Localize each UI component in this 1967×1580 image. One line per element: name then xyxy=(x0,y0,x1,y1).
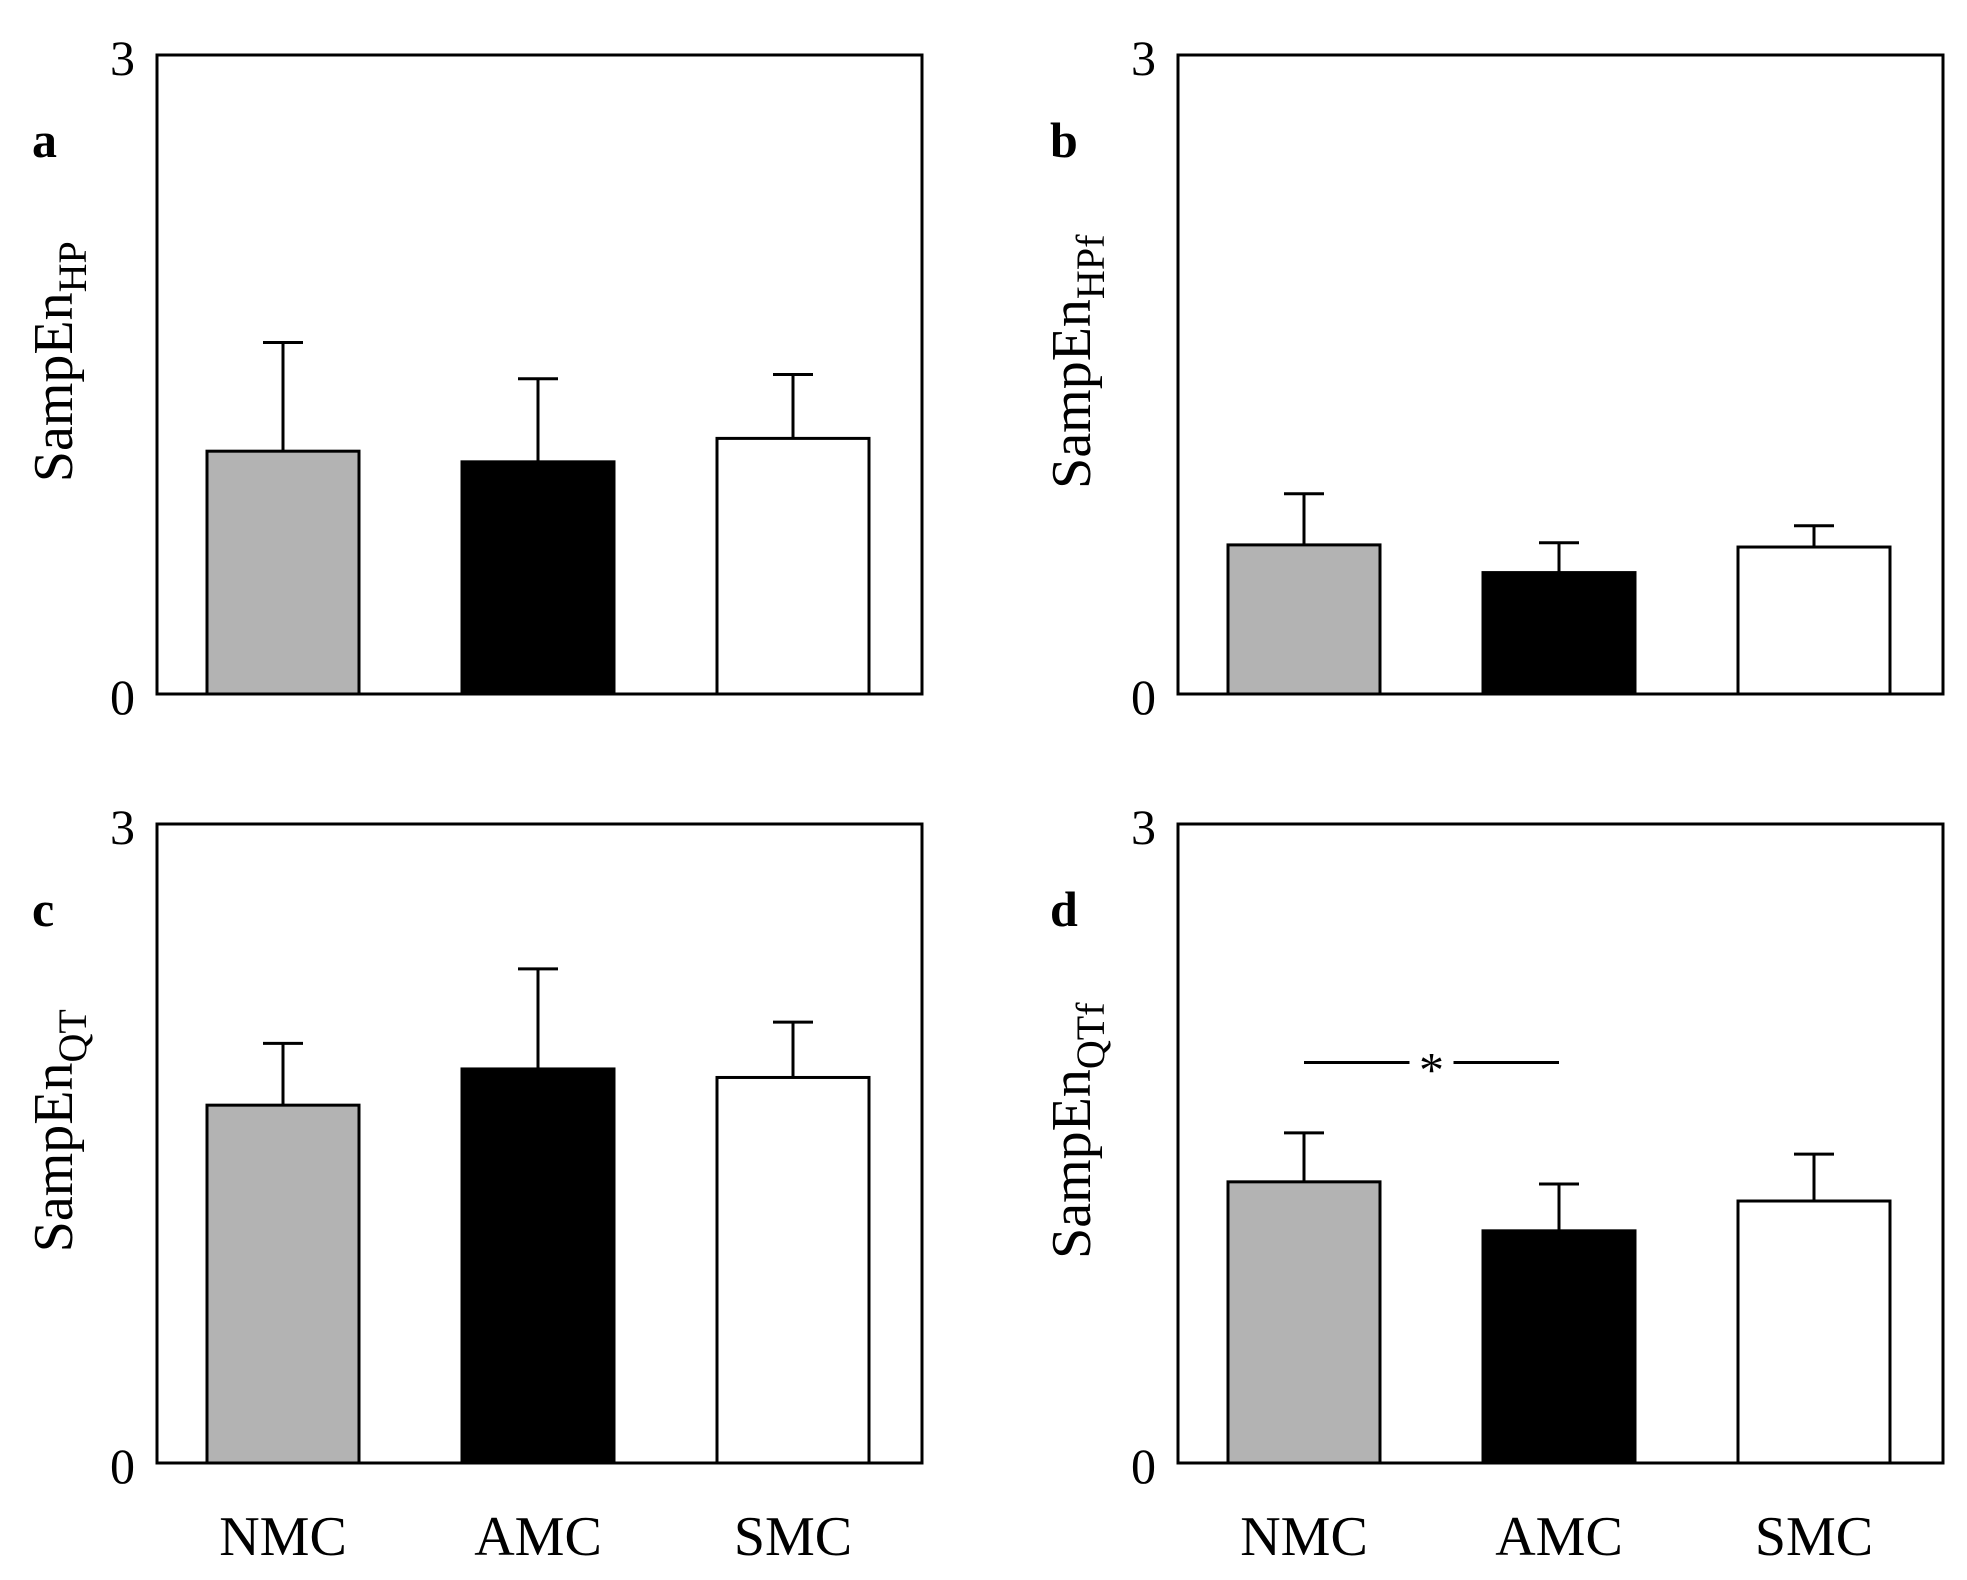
panel-c-letter: c xyxy=(32,881,54,937)
panel-b-letter: b xyxy=(1050,112,1078,168)
panel-a-bar-amc xyxy=(460,460,616,696)
panel-b: 3 0 b SampEnHPf xyxy=(1041,30,1945,725)
panel-c: 3 0 c SampEnQT NMC AMC SMC xyxy=(23,799,924,1568)
panel-d-category-nmc: NMC xyxy=(1240,1506,1368,1568)
panel-b-bar-smc xyxy=(1736,545,1892,696)
panel-a: 3 0 a SampEnHP xyxy=(23,30,924,725)
panel-a-ytick-max: 3 xyxy=(110,30,135,86)
panel-d-bar-nmc xyxy=(1226,1180,1382,1465)
panel-d: 3 0 d SampEnQTf NMC AMC SMC * xyxy=(1041,799,1945,1568)
panel-b-bar-nmc xyxy=(1226,543,1382,696)
panel-d-ylabel: SampEnQTf xyxy=(1041,1002,1113,1259)
panel-d-bar-smc xyxy=(1736,1199,1892,1465)
panel-a-ylabel: SampEnHP xyxy=(23,241,95,482)
panel-b-ylabel: SampEnHPf xyxy=(1041,234,1113,489)
panel-c-bar-nmc xyxy=(205,1103,361,1465)
panel-c-ytick-min: 0 xyxy=(110,1438,135,1494)
panel-c-frame xyxy=(155,822,924,1465)
panel-b-ytick-max: 3 xyxy=(1131,30,1156,86)
panel-a-bar-smc xyxy=(715,436,871,696)
panel-d-ytick-min: 0 xyxy=(1131,1438,1156,1494)
panel-a-frame xyxy=(155,53,924,696)
panel-c-category-amc: AMC xyxy=(474,1506,602,1568)
panel-a-letter: a xyxy=(32,112,57,168)
panel-d-ytick-max: 3 xyxy=(1131,799,1156,855)
panel-d-sig-label: * xyxy=(1419,1042,1444,1098)
panel-d-letter: d xyxy=(1050,881,1078,937)
panel-b-frame xyxy=(1176,53,1945,696)
panel-a-ytick-min: 0 xyxy=(110,669,135,725)
panel-c-ylabel: SampEnQT xyxy=(23,1009,95,1252)
panel-d-category-amc: AMC xyxy=(1495,1506,1623,1568)
panel-c-category-nmc: NMC xyxy=(219,1506,347,1568)
panel-d-category-smc: SMC xyxy=(1755,1506,1873,1568)
panel-c-bar-smc xyxy=(715,1075,871,1465)
panel-a-bar-nmc xyxy=(205,449,361,696)
panel-d-bar-amc xyxy=(1481,1229,1637,1465)
panel-b-bar-amc xyxy=(1481,571,1637,696)
panel-b-ytick-min: 0 xyxy=(1131,669,1156,725)
panel-c-bar-amc xyxy=(460,1067,616,1465)
panel-c-category-smc: SMC xyxy=(734,1506,852,1568)
panel-c-ytick-max: 3 xyxy=(110,799,135,855)
panel-d-frame xyxy=(1176,822,1945,1465)
